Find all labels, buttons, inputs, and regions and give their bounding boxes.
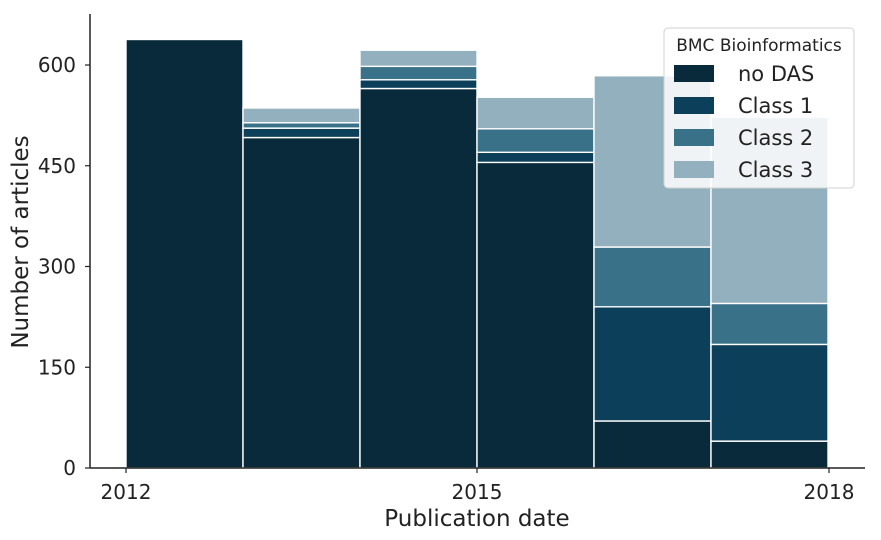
y-tick-label: 0 [63,456,76,480]
y-tick-label: 450 [38,154,76,178]
legend-swatch [674,129,714,146]
bar-2017-series-1 [710,440,829,469]
legend-label: no DAS [738,62,814,86]
bar-2014-series-3 [359,65,478,81]
bar-2014-series-1 [359,87,478,469]
bar-2015-series-2 [476,151,595,164]
legend: BMC Bioinformatics no DAS Class 1 Class 2 C… [663,27,855,189]
y-ticks: 0 150 300 450 600 [38,53,90,480]
bar-2014-series-2 [359,79,478,90]
legend-swatch [674,97,714,114]
y-tick-label: 300 [38,255,76,279]
bar-2015-series-4 [476,96,595,130]
bar-2014-series-4 [359,49,478,68]
bar-2013-series-1 [242,136,361,469]
legend-label: Class 3 [738,158,813,182]
bar-2013-series-2 [242,127,361,139]
legend-entries: no DAS Class 1 Class 2 Class 3 [674,62,814,182]
x-axis-label: Publication date [384,506,569,532]
legend-label: Class 2 [738,126,813,150]
x-tick-label: 2012 [101,480,152,504]
legend-swatch [674,161,714,178]
bar-2016-series-2 [593,306,712,422]
bar-2013-series-4 [242,107,361,124]
x-tick-label: 2015 [452,480,503,504]
x-tick-label: 2018 [804,480,855,504]
bar-2017-series-3 [710,302,829,346]
x-ticks: 2012 2015 2018 [101,468,855,504]
legend-swatch [674,65,714,82]
bar-2015-series-3 [476,128,595,154]
legend-label: Class 1 [738,94,813,118]
y-tick-label: 150 [38,355,76,379]
bar-2016-series-3 [593,246,712,308]
y-axis-label: Number of articles [8,135,34,348]
bar-2017-series-2 [710,343,829,442]
bar-2013-series-3 [242,122,361,129]
bars-layer [125,38,829,469]
bar-2012-series-1 [125,38,244,469]
bar-2015-series-1 [476,161,595,469]
bar-2016-series-1 [593,420,712,469]
y-tick-label: 600 [38,53,76,77]
legend-title: BMC Bioinformatics [676,36,842,56]
